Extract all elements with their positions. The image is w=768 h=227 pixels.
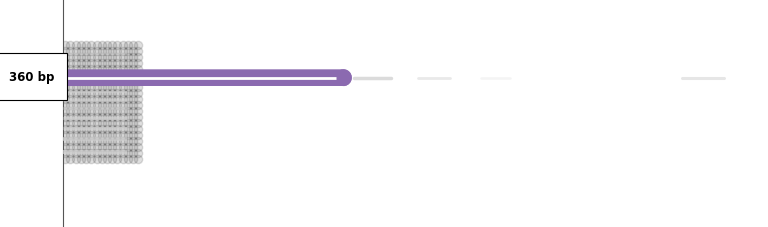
Text: 2: 2 — [491, 198, 500, 211]
Bar — [0, 0, 63, 227]
Text: Nc: Nc — [190, 198, 209, 211]
Text: Pc: Pc — [364, 198, 381, 211]
Text: 360 bp: 360 bp — [8, 71, 55, 84]
Text: 1: 1 — [429, 198, 439, 211]
Text: 4: 4 — [698, 198, 707, 211]
FancyBboxPatch shape — [0, 53, 67, 101]
Text: Wt: Wt — [285, 198, 306, 211]
FancyArrowPatch shape — [66, 78, 343, 79]
Text: 3: 3 — [556, 198, 565, 211]
Text: L: L — [84, 198, 93, 211]
